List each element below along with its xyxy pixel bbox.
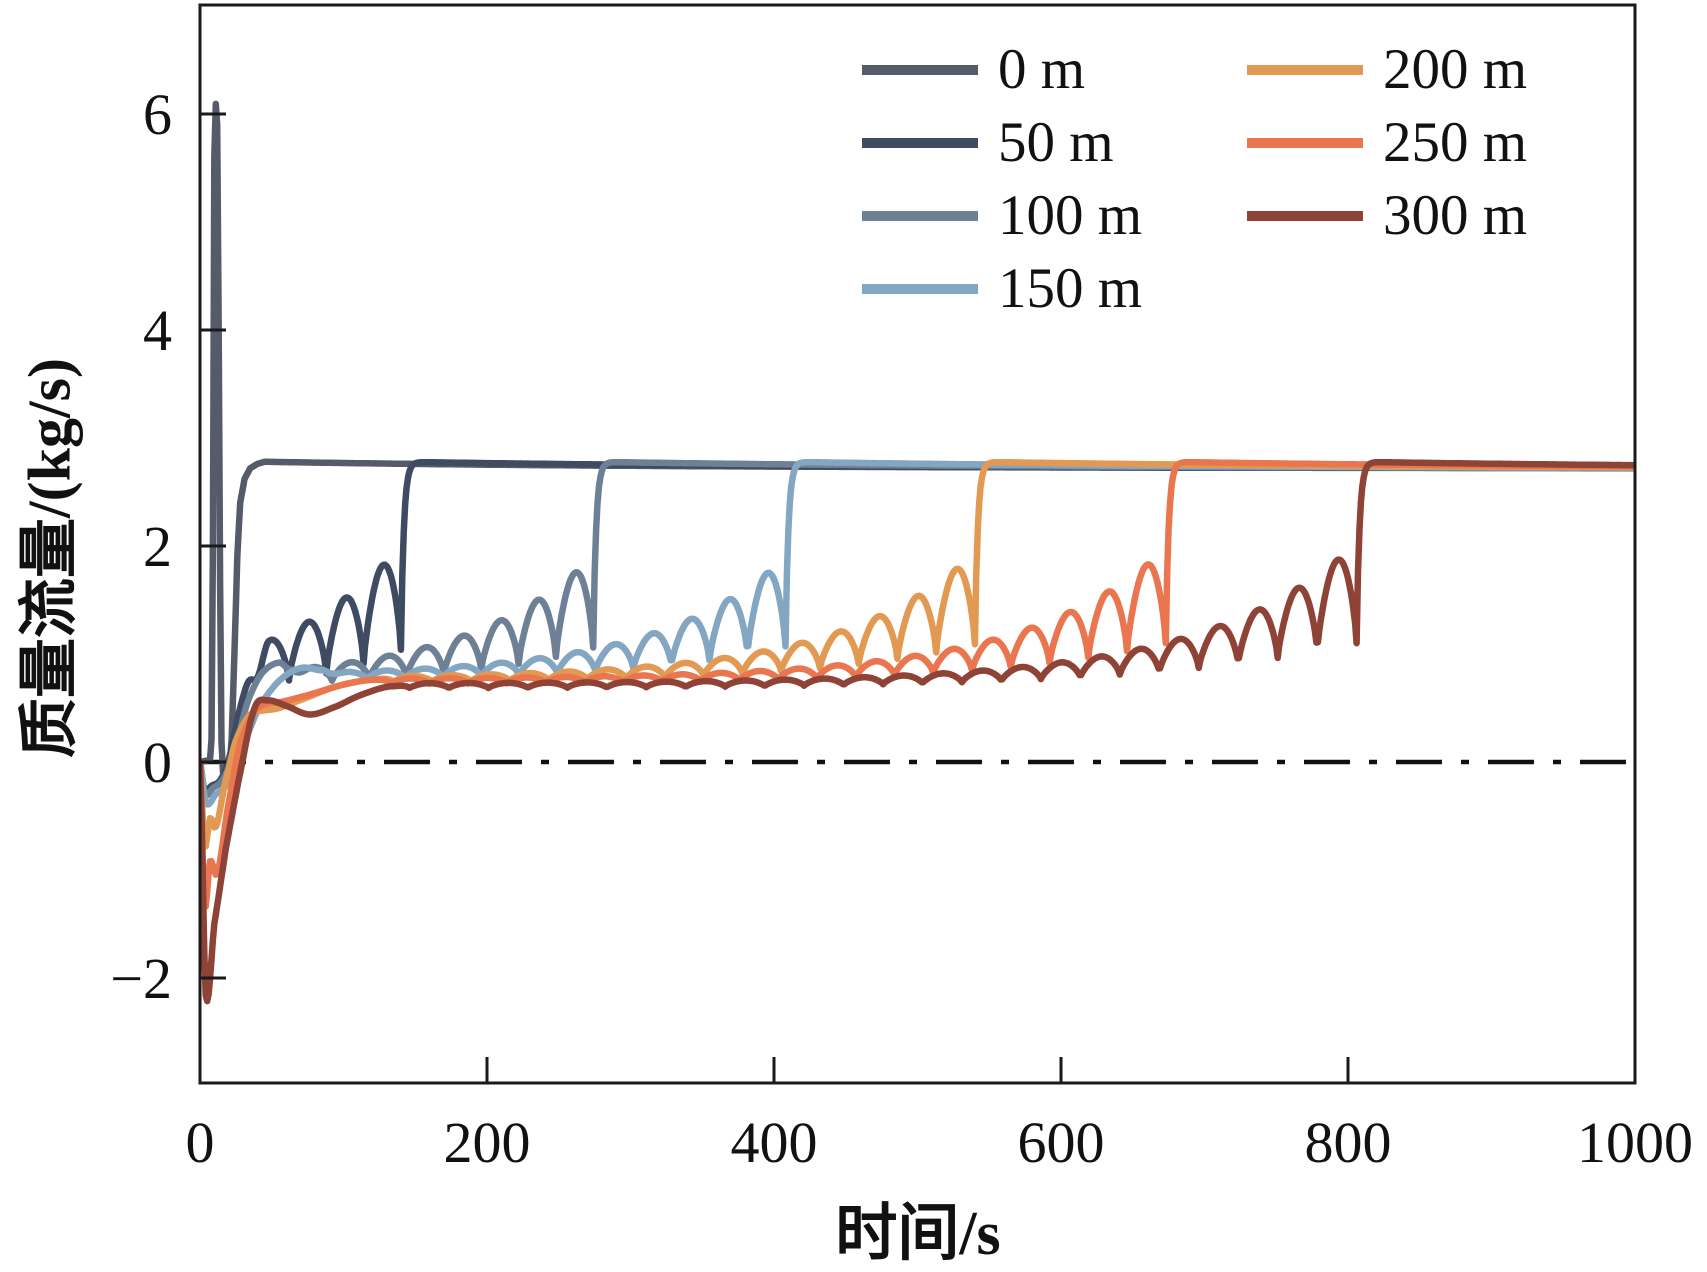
- y-axis-tick-label-0: 0: [143, 730, 172, 795]
- curve-150m: [200, 458, 1635, 808]
- curves-group: [200, 100, 1635, 1005]
- y-axis-tick-label-4: 4: [143, 298, 172, 363]
- legend-swatch: [862, 210, 978, 221]
- legend-label: 100 m: [998, 184, 1143, 247]
- x-axis-tick-label-1000: 1000: [1577, 1110, 1693, 1175]
- legend-item-50m: 50 m: [862, 106, 1247, 179]
- x-axis-tick-label-0: 0: [186, 1110, 215, 1175]
- y-axis-tick-label--2: −2: [110, 946, 172, 1011]
- legend-item-200m: 200 m: [1247, 33, 1632, 106]
- legend-item-0m: 0 m: [862, 33, 1247, 106]
- legend-swatch: [862, 283, 978, 294]
- legend-label: 150 m: [998, 257, 1143, 320]
- legend-label: 300 m: [1383, 184, 1528, 247]
- legend-label: 50 m: [998, 111, 1114, 174]
- x-axis-tick-label-600: 600: [1018, 1110, 1105, 1175]
- x-axis-tick-label-200: 200: [444, 1110, 531, 1175]
- curve-100m: [200, 458, 1635, 799]
- y-axis-title: 质量流量/(kg/s): [16, 357, 83, 759]
- legend-label: 250 m: [1383, 111, 1528, 174]
- x-axis-title: 时间/s: [835, 1200, 1001, 1268]
- legend-label: 0 m: [998, 38, 1086, 101]
- legend: 0 m 50 m 100 m 150 m 200 m 250 m 300 m: [862, 33, 1632, 325]
- legend-item-250m: 250 m: [1247, 106, 1632, 179]
- y-axis-tick-label-6: 6: [143, 82, 172, 147]
- y-axis-tick-label-2: 2: [143, 514, 172, 579]
- legend-label: 200 m: [1383, 38, 1528, 101]
- x-axis-tick-label-400: 400: [731, 1110, 818, 1175]
- x-axis-tick-label-800: 800: [1305, 1110, 1392, 1175]
- legend-swatch: [1247, 210, 1363, 221]
- legend-swatch: [1247, 137, 1363, 148]
- legend-item-150m: 150 m: [862, 252, 1247, 325]
- legend-item-100m: 100 m: [862, 179, 1247, 252]
- legend-item-300m: 300 m: [1247, 179, 1632, 252]
- curve-300m: [200, 458, 1635, 1005]
- legend-swatch: [862, 137, 978, 148]
- legend-swatch: [1247, 64, 1363, 75]
- legend-swatch: [862, 64, 978, 75]
- curve-50m: [200, 458, 1635, 795]
- plot-border: [198, 3, 1637, 1085]
